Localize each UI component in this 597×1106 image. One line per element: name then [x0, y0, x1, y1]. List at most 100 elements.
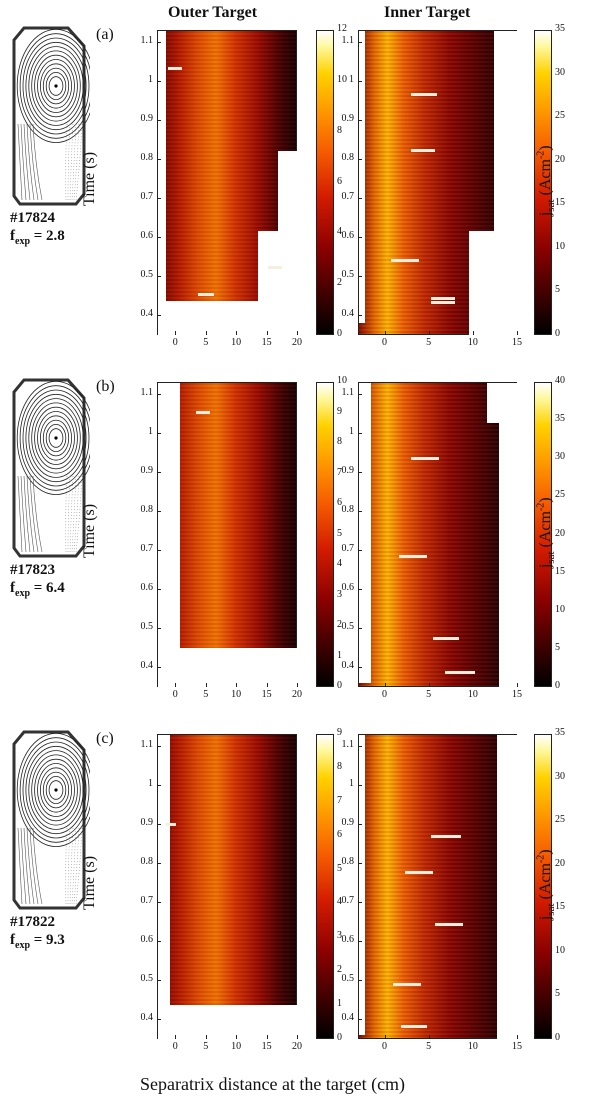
outer-x-tick-mark — [266, 683, 268, 687]
inner-x-tick-mark — [517, 331, 518, 335]
fexp-value: = 6.4 — [30, 580, 65, 596]
outer-colorbar-tick-label: 2 — [337, 964, 342, 976]
inner-time-tick-mark — [358, 863, 362, 865]
inner-time-tick-mark — [358, 550, 362, 552]
inner-time-tick-label: 0.8 — [341, 504, 355, 516]
inner-colorbar-tick-label: 5 — [555, 988, 560, 1000]
outer-colorbar-tick-label: 2 — [337, 277, 342, 289]
inner-time-tick-mark — [358, 119, 362, 121]
outer-colorbar-tick-label: 4 — [337, 226, 342, 238]
outer-colorbar — [316, 30, 334, 335]
outer-heatmap-body — [158, 735, 296, 1038]
outer-colorbar-tick-label: 3 — [337, 588, 342, 600]
outer-time-tick-label: 1 — [148, 73, 153, 85]
outer-time-tick-mark — [157, 237, 161, 239]
shot-number: #17823 — [10, 562, 55, 578]
inner-colorbar-tick-label: 30 — [555, 66, 565, 78]
inner-time-tick-label: 0.8 — [341, 856, 355, 868]
inner-time-tick-label: 0.6 — [341, 582, 355, 594]
jsat-axis-label: jsat (Acm-2) — [535, 849, 557, 920]
jsat-axis-label: jsat (Acm-2) — [535, 145, 557, 216]
inner-colorbar-tick-label: 25 — [555, 814, 565, 826]
inner-time-tick-label: 0.5 — [341, 621, 355, 633]
inner-x-tick-mark — [517, 683, 518, 687]
outer-time-tick-label: 0.9 — [140, 112, 154, 124]
outer-x-tick-label: 5 — [203, 689, 209, 700]
inner-x-tick-mark — [428, 331, 430, 335]
outer-time-tick-mark — [157, 550, 161, 552]
inner-heatmap-body — [359, 735, 516, 1038]
outer-colorbar-tick-label: 0 — [337, 680, 342, 691]
inner-time-tick-label: 0.6 — [341, 230, 355, 242]
outer-target-title: Outer Target — [168, 4, 258, 21]
outer-colorbar-tick-label: 6 — [337, 828, 342, 840]
jsat-close: ) — [536, 497, 554, 503]
inner-time-tick-label: 0.4 — [341, 660, 355, 672]
inner-colorbar-tick-label: 5 — [555, 641, 560, 653]
shot-number: #17822 — [10, 914, 55, 930]
jsat-unit: (Acm — [536, 511, 554, 552]
x-axis-label: Separatrix distance at the target (cm) — [140, 1074, 406, 1094]
outer-heatmap-streak — [166, 823, 176, 826]
outer-x-tick-mark — [297, 683, 298, 687]
inner-x-tick-label: 0 — [382, 337, 387, 348]
outer-x-tick-label: 20 — [292, 337, 302, 348]
inner-heatmap-streak — [401, 1025, 427, 1028]
inner-time-tick-label: 1.1 — [341, 34, 355, 46]
outer-colorbar-tick-label: 12 — [337, 23, 347, 34]
outer-colorbar-tick-label: 5 — [337, 527, 342, 539]
fexp-subscript: exp — [15, 588, 30, 599]
outer-heatmap-streak — [198, 293, 214, 296]
fexp-value: = 9.3 — [30, 932, 65, 948]
outer-colorbar-tick-label: 9 — [337, 727, 342, 738]
inner-time-tick-label: 0.9 — [341, 112, 355, 124]
inner-x-tick-label: 10 — [467, 337, 478, 348]
inner-x-tick-label: 0 — [382, 1041, 387, 1052]
outer-time-tick-mark — [157, 745, 161, 747]
outer-time-tick-mark — [157, 667, 161, 669]
inner-heatmap-mask — [359, 31, 365, 323]
outer-time-tick-mark — [157, 471, 161, 473]
inner-colorbar-tick-label: 5 — [555, 284, 560, 296]
equilibrium-inset — [12, 26, 90, 206]
outer-colorbar-tick-label: 5 — [337, 862, 342, 874]
outer-time-tick-label: 0.9 — [140, 816, 154, 828]
outer-colorbar-tick-label: 8 — [337, 436, 342, 447]
outer-time-tick-label: 0.4 — [140, 660, 154, 672]
inner-time-tick-mark — [358, 471, 362, 473]
outer-colorbar-tick-label: 3 — [337, 930, 342, 942]
inner-time-tick-mark — [358, 511, 362, 513]
inner-x-tick-mark — [384, 1035, 386, 1039]
inner-time-tick-label: 0.7 — [341, 543, 355, 555]
inner-heatmap-mask — [469, 231, 518, 336]
outer-colorbar-tick-label: 7 — [337, 794, 342, 806]
inner-colorbar-tick-label: 25 — [555, 489, 565, 501]
inner-time-tick-mark — [358, 237, 362, 239]
inner-colorbar-tick-label: 30 — [555, 770, 565, 782]
outer-colorbar-tick-label: 7 — [337, 466, 342, 478]
inner-colorbar-tick-label: 10 — [555, 603, 565, 615]
inner-heatmap-streak — [405, 871, 433, 874]
outer-time-tick-label: 0.4 — [140, 1012, 154, 1024]
inner-time-tick-mark — [358, 784, 362, 786]
panel-letter: (a) — [96, 26, 114, 43]
outer-x-tick-mark — [175, 331, 177, 335]
jsat-axis-label: jsat (Acm-2) — [535, 497, 557, 568]
inner-x-tick-label: 5 — [426, 1041, 432, 1052]
inner-heatmap-streak — [411, 149, 435, 152]
inner-time-tick-label: 1.1 — [341, 738, 355, 750]
inner-colorbar-tick-label: 25 — [555, 110, 565, 122]
inner-colorbar-tick-label: 0 — [555, 1032, 560, 1043]
outer-target-heatmap — [157, 30, 298, 336]
outer-x-tick-label: 0 — [172, 689, 178, 700]
outer-time-tick-label: 0.5 — [140, 621, 154, 633]
outer-time-tick-mark — [157, 80, 161, 82]
inner-time-tick-mark — [358, 902, 362, 904]
outer-colorbar-tick-label: 6 — [337, 497, 342, 508]
inner-heatmap-body — [359, 383, 516, 686]
outer-target-heatmap — [157, 382, 298, 688]
outer-x-tick-mark — [175, 683, 177, 687]
outer-colorbar — [316, 382, 334, 687]
inner-heatmap-mask — [359, 735, 365, 1035]
